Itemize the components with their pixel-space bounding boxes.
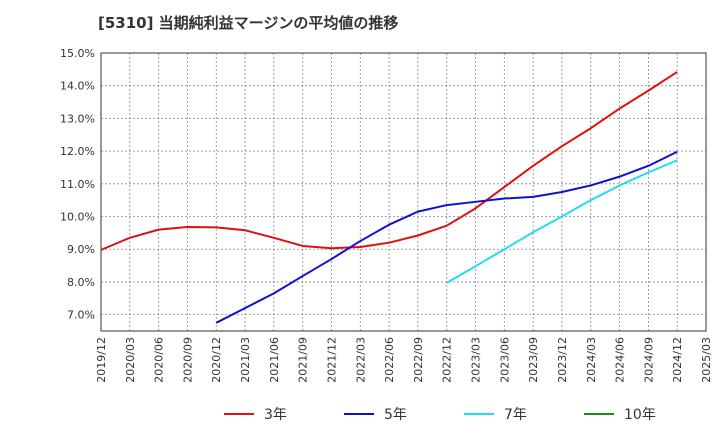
x-tick-label: 2019/12 bbox=[95, 337, 108, 383]
legend-label: 7年 bbox=[504, 407, 527, 423]
legend-label: 10年 bbox=[624, 407, 656, 423]
x-tick-label: 2021/03 bbox=[239, 337, 252, 383]
x-tick-label: 2023/09 bbox=[527, 337, 540, 383]
y-axis-ticks: 7.0% 8.0% 9.0% 10.0% 11.0% 12.0% 13.0% 14.0% 15.… bbox=[60, 47, 95, 322]
x-tick-label: 2021/06 bbox=[268, 337, 281, 383]
legend: 3年 5年 7年 10年 bbox=[224, 407, 656, 423]
series-line bbox=[100, 71, 678, 251]
series-lines bbox=[100, 71, 678, 324]
y-tick-label: 9.0% bbox=[67, 243, 95, 256]
plot-frame bbox=[100, 52, 707, 332]
x-tick-label: 2020/03 bbox=[124, 337, 137, 383]
legend-label: 5年 bbox=[384, 407, 407, 423]
chart-title: [5310] 当期純利益マージンの平均値の推移 bbox=[98, 14, 399, 32]
y-tick-label: 8.0% bbox=[67, 276, 95, 289]
x-tick-label: 2023/03 bbox=[470, 337, 483, 383]
x-tick-label: 2022/09 bbox=[412, 337, 425, 383]
x-tick-label: 2020/09 bbox=[181, 337, 194, 383]
grid-lines bbox=[100, 52, 707, 331]
x-tick-label: 2022/03 bbox=[354, 337, 367, 383]
y-tick-label: 13.0% bbox=[60, 112, 95, 125]
x-tick-label: 2022/06 bbox=[383, 337, 396, 383]
legend-label: 3年 bbox=[264, 407, 287, 423]
y-tick-label: 7.0% bbox=[67, 309, 95, 322]
series-line bbox=[215, 150, 678, 324]
series-line bbox=[446, 159, 678, 284]
x-tick-label: 2021/12 bbox=[325, 337, 338, 383]
x-tick-label: 2024/03 bbox=[585, 337, 598, 383]
y-tick-label: 14.0% bbox=[60, 80, 95, 93]
x-tick-label: 2020/12 bbox=[210, 337, 223, 383]
x-tick-label: 2024/06 bbox=[614, 337, 627, 383]
x-tick-label: 2025/03 bbox=[700, 337, 713, 383]
x-tick-label: 2024/09 bbox=[642, 337, 655, 383]
x-tick-label: 2022/12 bbox=[441, 337, 454, 383]
y-tick-label: 12.0% bbox=[60, 145, 95, 158]
x-axis-ticks: 2019/12 2020/03 2020/06 2020/09 2020/12 2021/… bbox=[95, 337, 713, 383]
x-tick-label: 2020/06 bbox=[153, 337, 166, 383]
y-tick-label: 10.0% bbox=[60, 211, 95, 224]
x-tick-label: 2024/12 bbox=[671, 337, 684, 383]
y-tick-label: 15.0% bbox=[60, 47, 95, 60]
x-tick-label: 2023/12 bbox=[556, 337, 569, 383]
y-tick-label: 11.0% bbox=[60, 178, 95, 191]
x-tick-label: 2023/06 bbox=[498, 337, 511, 383]
x-tick-label: 2021/09 bbox=[297, 337, 310, 383]
